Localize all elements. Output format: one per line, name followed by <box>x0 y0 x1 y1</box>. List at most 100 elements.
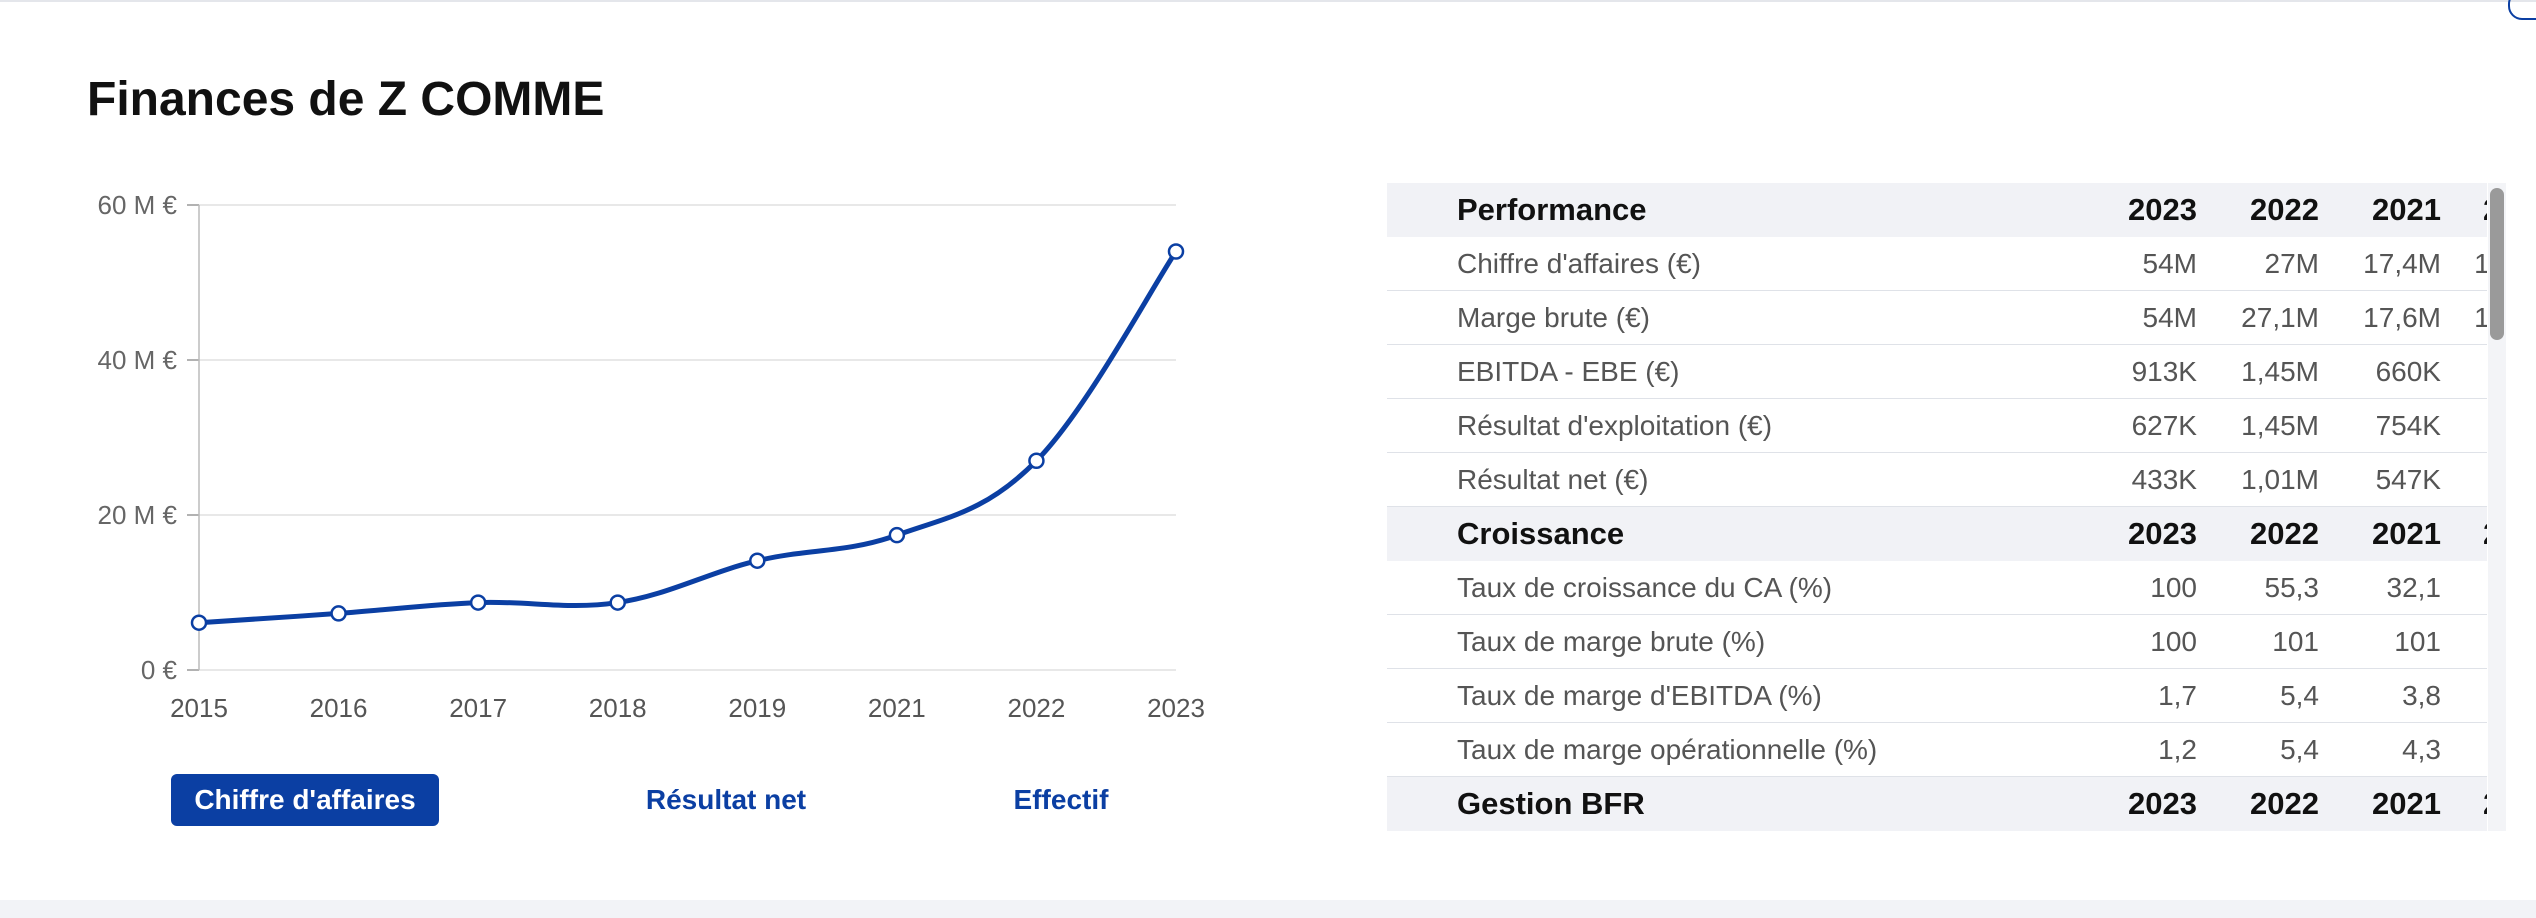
y-tick-label: 60 M € <box>98 190 178 220</box>
row-value: 547K <box>2375 464 2441 495</box>
data-point[interactable] <box>609 594 626 611</box>
year-header: 2023 <box>2128 516 2197 551</box>
row-value: 473K <box>2442 345 2488 399</box>
row-value: 101 <box>2272 626 2319 657</box>
x-tick-label: 2017 <box>449 693 507 723</box>
table-row: Chiffre d'affaires (€) 54M 27M 17,4M 14,1M <box>1387 237 2487 291</box>
table-row: Taux de marge brute (%)100101101101 <box>1387 615 2487 669</box>
row-label: Taux de croissance du CA (%) <box>1457 572 1833 603</box>
row-label: Résultat d'exploitation (€) <box>1457 410 1773 441</box>
row-value: 32,1 <box>2386 572 2442 603</box>
revenue-series-line <box>196 249 1179 626</box>
data-point[interactable] <box>190 614 208 631</box>
row-label: Résultat net (€) <box>1457 464 1649 495</box>
top-border <box>0 0 2536 2</box>
finance-table: Performance2023202220212019Chiffre d'aff… <box>1387 183 2487 831</box>
row-value: 27,1M <box>2241 302 2319 333</box>
row-value: 1,45M <box>2241 410 2319 441</box>
row-value: 100 <box>2150 572 2197 603</box>
chart-svg: 0 € 20 M € 40 M € 60 M € 2015 2016 2017 2018 201… <box>98 190 1205 723</box>
row-value: 433K <box>2131 464 2197 495</box>
x-tick-label: 2016 <box>310 693 368 723</box>
year-header: 2023 <box>2128 786 2197 821</box>
data-point[interactable] <box>330 605 347 622</box>
year-header: 2022 <box>2250 786 2319 821</box>
row-value: 60,7 <box>2442 561 2487 615</box>
row-label: Chiffre d'affaires (€) <box>1457 248 1701 279</box>
table-row: Taux de croissance du CA (%) 100 55,3 32,16… <box>1387 561 2487 615</box>
section-title: Croissance <box>1457 516 1625 551</box>
data-point[interactable] <box>1028 452 1045 469</box>
row-value: 3,4 <box>2442 669 2487 723</box>
table-section-header: Gestion BFR 2023 2022 20212019 <box>1387 777 2487 831</box>
x-tick-label: 2022 <box>1008 693 1066 723</box>
row-value: 101 <box>2394 626 2441 657</box>
table-scrollbar-thumb[interactable] <box>2490 188 2504 340</box>
table-row: Taux de marge opérationnelle (%) 1,2 5,4 4,… <box>1387 723 2487 777</box>
tab-chiffre-affaires[interactable]: Chiffre d'affaires <box>171 774 439 826</box>
data-point[interactable] <box>888 526 906 544</box>
y-tick-label: 20 M € <box>98 500 178 530</box>
row-value: 14,1M <box>2474 248 2487 279</box>
table-row: Résultat net (€) 433K 1,01M 547K339K <box>1387 453 2487 507</box>
row-value: 1,2 <box>2158 734 2197 765</box>
row-value: 1,7 <box>2158 680 2197 711</box>
row-value: 17,4M <box>2363 248 2441 279</box>
section-title: Gestion BFR <box>1457 786 1645 821</box>
tab-resultat-net[interactable]: Résultat net <box>645 784 807 815</box>
row-value: 5,4 <box>2280 680 2319 711</box>
row-value: 479K <box>2442 399 2488 453</box>
corner-frame <box>2508 0 2536 20</box>
y-tick-label: 40 M € <box>98 345 178 375</box>
chart-tabs: Chiffre d'affaires Résultat net Effectif <box>171 774 1171 826</box>
row-value: 754K <box>2375 410 2441 441</box>
row-label: Taux de marge opérationnelle (%) <box>1457 734 1878 765</box>
x-tick-label: 2018 <box>589 693 647 723</box>
row-value: 55,3 <box>2264 572 2320 603</box>
footer-band <box>0 900 2536 918</box>
section-title: Performance <box>1457 192 1647 227</box>
row-label: Marge brute (€) <box>1457 302 1650 333</box>
year-header: 2023 <box>2128 192 2197 227</box>
row-label: Taux de marge d'EBITDA (%) <box>1457 680 1822 711</box>
row-value: 913K <box>2131 356 2197 387</box>
year-header: 2021 <box>2372 192 2441 227</box>
year-header: 2021 <box>2372 786 2441 821</box>
data-point[interactable] <box>1167 243 1185 260</box>
row-value: 101 <box>2442 615 2487 669</box>
table-section-header: Croissance 2023 2022 20212019 <box>1387 507 2487 561</box>
row-value: 100 <box>2150 626 2197 657</box>
x-tick-label: 2015 <box>170 693 228 723</box>
row-value: 17,6M <box>2363 302 2441 333</box>
row-value: 339K <box>2442 453 2488 507</box>
table-row: Résultat d'exploitation (€) 627K 1,45M 754K… <box>1387 399 2487 453</box>
row-value: 54M <box>2142 302 2197 333</box>
row-label: Taux de marge brute (%) <box>1457 626 1766 657</box>
row-value: 4,3 <box>2402 734 2441 765</box>
row-value: 5,4 <box>2280 734 2319 765</box>
row-value: 1,45M <box>2241 356 2319 387</box>
revenue-chart: 0 € 20 M € 40 M € 60 M € 2015 2016 2017 2018 201… <box>0 170 1290 750</box>
year-header: 2022 <box>2250 192 2319 227</box>
row-label: EBITDA - EBE (€) <box>1457 356 1680 387</box>
data-point[interactable] <box>749 552 766 569</box>
tab-effectif[interactable]: Effectif <box>1013 784 1109 815</box>
row-value: 54M <box>2142 248 2197 279</box>
data-point[interactable] <box>469 594 487 611</box>
y-tick-label: 0 € <box>141 655 178 685</box>
table-section-header: Performance 2023 2022 20212019 <box>1387 183 2487 237</box>
row-value: 27M <box>2264 248 2319 279</box>
year-header: 2021 <box>2372 516 2441 551</box>
row-value: 660K <box>2375 356 2441 387</box>
page-title: Finances de Z COMME <box>87 73 605 126</box>
row-value: 3,4 <box>2442 723 2487 777</box>
x-tick-label: 2021 <box>868 693 926 723</box>
table-row: Taux de marge d'EBITDA (%) 1,7 5,4 3,83,4 <box>1387 669 2487 723</box>
table-row: Marge brute (€) 54M 27,1M 17,6M 14,2M <box>1387 291 2487 345</box>
x-tick-label: 2019 <box>728 693 786 723</box>
x-tick-label: 2023 <box>1147 693 1205 723</box>
row-value: 1,01M <box>2241 464 2319 495</box>
table-row: EBITDA - EBE (€) 913K 1,45M 660K473K <box>1387 345 2487 399</box>
row-value: 627K <box>2131 410 2197 441</box>
table-scrollbar-track[interactable] <box>2488 183 2506 831</box>
